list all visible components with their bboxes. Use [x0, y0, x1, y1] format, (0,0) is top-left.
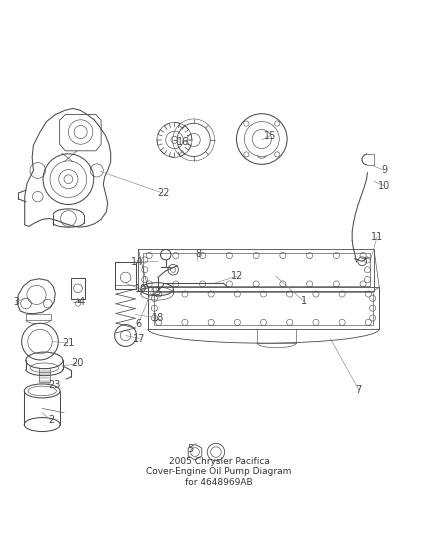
Text: 23: 23 [48, 380, 60, 390]
Text: 16: 16 [177, 137, 189, 147]
Text: 9: 9 [381, 165, 387, 175]
Text: 2005 Chrysler Pacifica
Cover-Engine Oil Pump Diagram
for 4648969AB: 2005 Chrysler Pacifica Cover-Engine Oil … [146, 457, 292, 487]
Text: 4: 4 [78, 297, 85, 308]
Text: 20: 20 [71, 358, 83, 368]
Text: 1: 1 [301, 296, 307, 306]
Text: 6: 6 [135, 319, 141, 329]
Text: 14: 14 [131, 257, 143, 267]
Text: 17: 17 [133, 334, 146, 344]
Bar [39, 368, 50, 382]
Text: 12: 12 [231, 271, 244, 281]
Text: 10: 10 [378, 181, 390, 191]
Text: 8: 8 [195, 249, 201, 259]
Text: 13: 13 [149, 287, 162, 297]
Text: 2: 2 [48, 415, 54, 425]
Text: 21: 21 [62, 338, 74, 348]
Text: 7: 7 [356, 385, 362, 394]
Bar [115, 262, 136, 289]
Text: 11: 11 [371, 232, 383, 242]
Text: 18: 18 [152, 313, 164, 323]
Text: 5: 5 [187, 443, 194, 454]
Text: 15: 15 [264, 131, 277, 141]
Text: 22: 22 [157, 188, 170, 198]
Text: 3: 3 [13, 297, 19, 308]
Bar [71, 278, 85, 299]
Text: 19: 19 [135, 284, 148, 294]
